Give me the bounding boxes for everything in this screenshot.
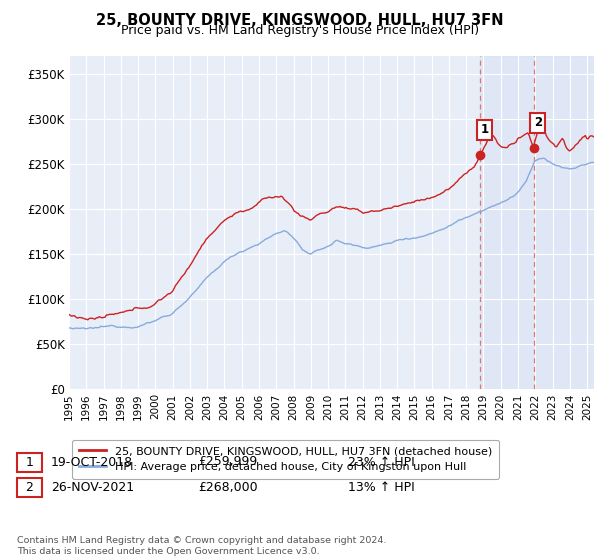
Legend: 25, BOUNTY DRIVE, KINGSWOOD, HULL, HU7 3FN (detached house), HPI: Average price,: 25, BOUNTY DRIVE, KINGSWOOD, HULL, HU7 3… [72, 440, 499, 479]
Text: 1: 1 [25, 455, 34, 469]
Text: 19-OCT-2018: 19-OCT-2018 [51, 455, 133, 469]
Text: 2: 2 [534, 116, 542, 129]
Text: 2: 2 [25, 480, 34, 494]
Text: Price paid vs. HM Land Registry's House Price Index (HPI): Price paid vs. HM Land Registry's House … [121, 24, 479, 36]
Text: 23% ↑ HPI: 23% ↑ HPI [348, 455, 415, 469]
Bar [480, 56, 594, 389]
Text: Contains HM Land Registry data © Crown copyright and database right 2024.
This d: Contains HM Land Registry data © Crown c… [17, 536, 386, 556]
Text: 25, BOUNTY DRIVE, KINGSWOOD, HULL, HU7 3FN: 25, BOUNTY DRIVE, KINGSWOOD, HULL, HU7 3… [96, 13, 504, 28]
Text: £268,000: £268,000 [198, 480, 257, 494]
Text: 1: 1 [480, 123, 488, 136]
Text: 13% ↑ HPI: 13% ↑ HPI [348, 480, 415, 494]
Text: 26-NOV-2021: 26-NOV-2021 [51, 480, 134, 494]
Text: £259,999: £259,999 [198, 455, 257, 469]
